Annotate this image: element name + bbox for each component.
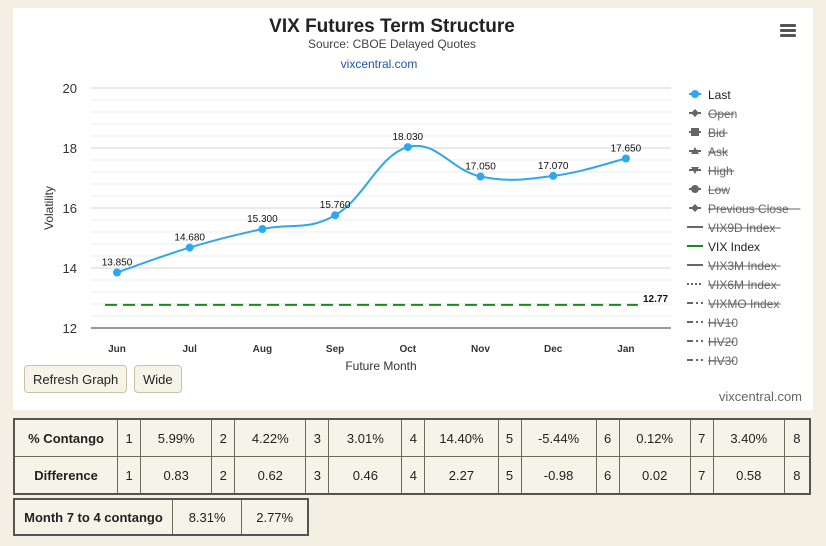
hamburger-menu-icon[interactable]	[780, 24, 796, 38]
legend-marker	[691, 167, 699, 174]
x-tick-label: Oct	[399, 344, 416, 355]
month-number: 6	[595, 418, 620, 457]
contango-value: 3.01%	[328, 418, 403, 457]
refresh-graph-button[interactable]: Refresh Graph	[24, 365, 128, 393]
data-point	[258, 225, 267, 233]
contango-value: 0.46	[328, 456, 403, 495]
x-tick-label: Aug	[253, 344, 272, 355]
month-number: 4	[401, 456, 426, 495]
watermark: vixcentral.com	[718, 389, 802, 404]
vix-index-label: 12.77	[643, 294, 668, 305]
contango-value: -5.44%	[520, 418, 597, 457]
chart-subtitle: Source: CBOE Delayed Quotes	[308, 37, 476, 51]
legend-item[interactable]: Last	[708, 88, 731, 102]
x-tick-label: Nov	[471, 344, 490, 355]
month-number: 3	[305, 456, 330, 495]
legend-marker	[691, 204, 699, 212]
month-number: 7	[689, 456, 714, 495]
data-label: 13.850	[102, 258, 133, 269]
contango-value: 3.40%	[712, 418, 785, 457]
month-number: 7	[689, 418, 714, 457]
legend-marker	[691, 147, 699, 154]
x-tick-label: Jun	[108, 344, 126, 355]
month-number: 2	[211, 456, 236, 495]
contango-value: 5.99%	[140, 418, 213, 457]
data-point	[403, 143, 412, 152]
contango-value: 14.40%	[424, 418, 499, 457]
month-number: 3	[305, 418, 330, 457]
data-point	[113, 268, 121, 277]
legend-marker	[691, 90, 699, 98]
chart-title: VIX Futures Term Structure	[269, 16, 515, 37]
data-point	[331, 211, 340, 220]
y-tick-label: 20	[63, 81, 77, 96]
contango-value: 0.58	[712, 456, 785, 495]
x-tick-label: Dec	[544, 344, 563, 355]
contango-value: 0.12%	[618, 418, 691, 457]
contango-value: 0.02	[618, 456, 691, 495]
data-label: 18.030	[393, 132, 424, 143]
row-label: Difference	[13, 456, 119, 495]
data-label: 15.300	[247, 214, 278, 225]
chart-panel: VIX Futures Term Structure Source: CBOE D…	[13, 8, 813, 410]
month-number: 1	[117, 456, 142, 495]
y-axis-title: Volatility	[42, 186, 56, 230]
month-number: 5	[497, 418, 522, 457]
month-number: 2	[211, 418, 236, 457]
month-contango-value: 8.31%	[171, 498, 243, 536]
data-point	[549, 171, 558, 180]
y-tick-label: 14	[63, 261, 77, 276]
contango-table: % Contango 1 5.99% 2 4.22% 3 3.01% 4 14.40% 5 -5.4…	[13, 418, 811, 495]
month-number: 1	[117, 418, 142, 457]
month-contango-value: 2.77%	[241, 498, 309, 536]
data-point	[476, 172, 485, 181]
y-tick-label: 12	[63, 321, 77, 336]
legend-marker	[691, 109, 699, 117]
source-link[interactable]: vixcentral.com	[341, 57, 418, 71]
month-number: 8	[783, 456, 811, 495]
month-number: 6	[595, 456, 620, 495]
legend-item[interactable]: VIX Index	[708, 240, 760, 254]
x-tick-label: Sep	[326, 344, 344, 355]
contango-value: 4.22%	[234, 418, 307, 457]
x-tick-label: Jul	[182, 344, 197, 355]
data-label: 15.760	[320, 200, 351, 211]
legend-marker	[691, 128, 699, 136]
x-tick-label: Jan	[617, 344, 634, 355]
last-series-line	[116, 144, 627, 274]
contango-value: 0.83	[140, 456, 213, 495]
month-number: 8	[783, 418, 811, 457]
table-row: % Contango 1 5.99% 2 4.22% 3 3.01% 4 14.40% 5 -5.4…	[13, 418, 811, 457]
month-number: 4	[401, 418, 426, 457]
data-point	[185, 243, 194, 252]
data-label: 17.050	[465, 162, 496, 173]
data-label: 17.070	[538, 161, 569, 172]
data-label: 14.680	[174, 233, 205, 244]
month-number: 5	[497, 456, 522, 495]
row-label: % Contango	[13, 418, 119, 457]
wide-button[interactable]: Wide	[134, 365, 182, 393]
month-contango-label: Month 7 to 4 contango	[13, 498, 173, 536]
month-contango-table: Month 7 to 4 contango 8.31% 2.77%	[13, 498, 309, 536]
data-point	[621, 154, 630, 163]
data-label: 17.650	[611, 144, 642, 155]
contango-value: 0.62	[234, 456, 307, 495]
y-tick-label: 16	[63, 201, 77, 216]
y-tick-label: 18	[63, 141, 77, 156]
legend-marker	[691, 185, 699, 193]
x-axis-title: Future Month	[345, 359, 416, 373]
table-row: Difference 1 0.83 2 0.62 3 0.46 4 2.27 5 -0.98 6 0.0…	[13, 456, 811, 495]
contango-value: -0.98	[520, 456, 597, 495]
contango-value: 2.27	[424, 456, 499, 495]
